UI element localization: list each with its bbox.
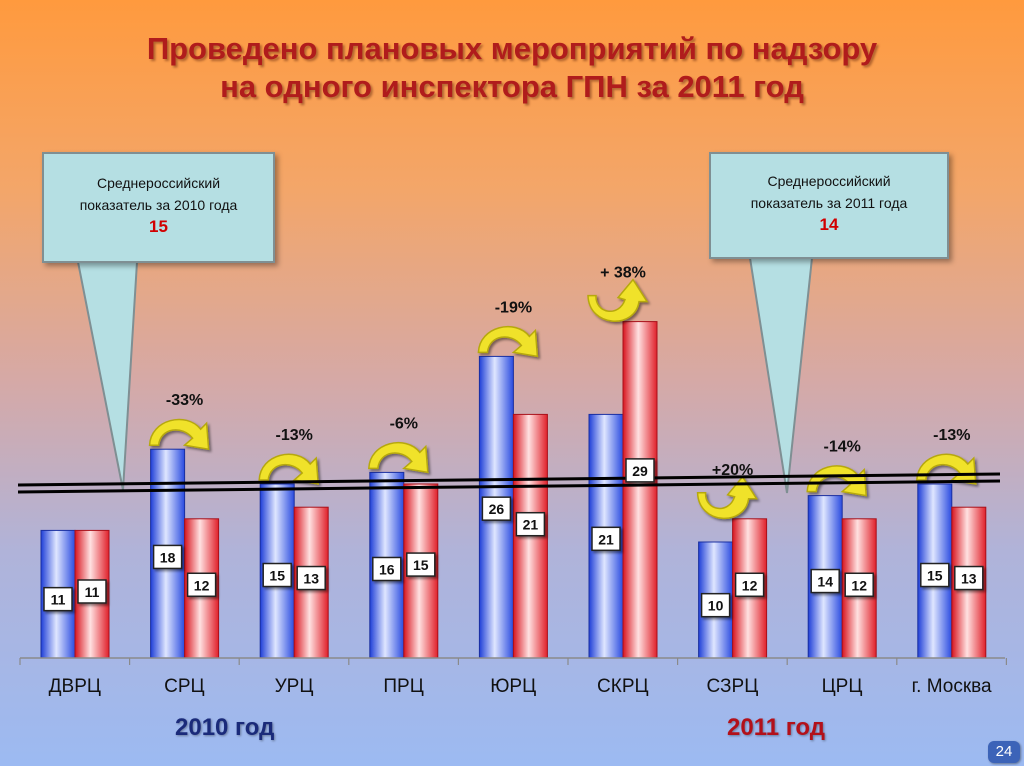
callout-2011-line1: Среднероссийский (767, 173, 891, 189)
data-label-box (625, 458, 655, 483)
x-tick-label: СЗРЦ (706, 676, 759, 697)
x-tick-label: ДВРЦ (48, 676, 101, 697)
x-tick-label: ЦРЦ (821, 676, 863, 697)
callout-2011-line2: показатель за 2011 года (750, 195, 908, 211)
callout-2011: Среднероссийский показатель за 2011 года… (709, 152, 949, 259)
data-label-box (77, 579, 107, 604)
data-label-group: 18 (152, 544, 183, 570)
data-label: 12 (742, 577, 758, 593)
data-label-box (920, 562, 950, 588)
data-label-group: 11 (77, 579, 107, 604)
data-label-box (372, 556, 402, 582)
data-label: 14 (817, 574, 833, 590)
callout-2011-pointer (748, 257, 814, 494)
data-label-box (186, 572, 217, 598)
x-tick-label: ПРЦ (383, 676, 424, 697)
callout-2010-line1: Среднероссийский (96, 175, 221, 191)
change-label: -6% (390, 415, 418, 432)
reference-line-2011 (17, 479, 1001, 494)
x-tick-label: УРЦ (274, 676, 314, 697)
data-label-box (515, 511, 546, 537)
data-label: 15 (269, 568, 285, 584)
data-label-group: 15 (920, 562, 950, 588)
change-label: -13% (276, 427, 313, 444)
data-label: 11 (51, 592, 66, 608)
data-label-box (43, 586, 73, 612)
data-label-box (810, 568, 840, 594)
data-label: 15 (927, 568, 943, 584)
title-line-2: на одного инспектора ГПН за 2011 год (220, 69, 804, 104)
arrow-down-icon (258, 453, 320, 485)
data-label-group: 29 (625, 458, 655, 483)
data-label-group: 21 (591, 526, 621, 552)
x-tick-label: СРЦ (164, 676, 205, 697)
arrow-down-icon (916, 453, 977, 485)
change-label: +20% (712, 462, 753, 479)
data-label: 16 (379, 561, 395, 577)
data-label-group: 13 (954, 565, 984, 591)
data-label: 10 (708, 598, 724, 614)
data-label: 12 (194, 577, 210, 593)
data-label-group: 11 (43, 586, 73, 612)
data-label-group: 15 (262, 562, 292, 588)
change-label: -13% (933, 427, 970, 444)
data-label-box (591, 526, 621, 552)
data-label-box (700, 592, 731, 618)
data-label-box (481, 496, 512, 521)
data-label-box (406, 552, 436, 577)
data-label: 13 (961, 571, 977, 587)
data-label: 15 (413, 557, 429, 573)
callout-2010-line2: показатель за 2010 года (79, 197, 238, 213)
arrow-up-icon (587, 278, 649, 322)
data-label-group: 13 (296, 565, 326, 591)
data-label-box (734, 572, 765, 598)
x-tick-label: ЮРЦ (490, 676, 537, 697)
reference-line-2010 (17, 472, 1001, 487)
change-label: -19% (495, 299, 532, 316)
data-label: 18 (160, 549, 176, 565)
legend-2011: 2011 год (727, 714, 825, 741)
data-label-group: 14 (810, 568, 840, 594)
data-label: 21 (598, 531, 614, 547)
arrow-down-icon (806, 465, 868, 497)
data-label: 12 (851, 577, 867, 593)
arrow-down-icon (477, 326, 539, 358)
arrow-down-icon (368, 442, 429, 474)
change-label: -33% (166, 392, 203, 409)
data-label-box (262, 562, 292, 588)
arrow-up-icon (696, 475, 758, 520)
callout-2010: Среднероссийский показатель за 2010 года… (42, 152, 275, 263)
bar-2011 (622, 321, 658, 659)
x-tick-label: СКРЦ (597, 676, 649, 697)
arrow-down-icon (148, 418, 210, 451)
data-label-group: 21 (515, 511, 546, 537)
legend-2010: 2010 год (175, 714, 275, 741)
data-label-box (296, 565, 326, 591)
page-number: 24 (988, 741, 1020, 763)
page-title: Проведено плановых мероприятий по надзор… (0, 30, 1024, 106)
data-label-group: 16 (372, 556, 402, 582)
data-label-group: 12 (844, 572, 874, 598)
change-label: -14% (824, 439, 861, 456)
callout-2011-value: 14 (819, 215, 839, 234)
data-label-group: 15 (406, 552, 436, 577)
data-label: 29 (632, 463, 648, 479)
title-line-1: Проведено плановых мероприятий по надзор… (146, 31, 878, 66)
data-label-group: 12 (186, 572, 217, 598)
data-label-group: 26 (481, 496, 512, 521)
callout-2010-value: 15 (149, 217, 168, 236)
callout-2010-pointer (76, 261, 139, 491)
data-label-group: 12 (734, 572, 765, 598)
data-label-box (844, 572, 874, 598)
change-label: + 38% (600, 265, 646, 282)
data-label-group: 10 (700, 592, 731, 618)
data-label: 13 (303, 571, 319, 587)
data-label-box (152, 544, 183, 570)
data-label: 26 (489, 501, 505, 517)
data-label: 11 (85, 584, 100, 600)
x-tick-label: г. Москва (911, 676, 992, 697)
data-label: 21 (523, 517, 539, 533)
data-label-box (954, 565, 984, 591)
